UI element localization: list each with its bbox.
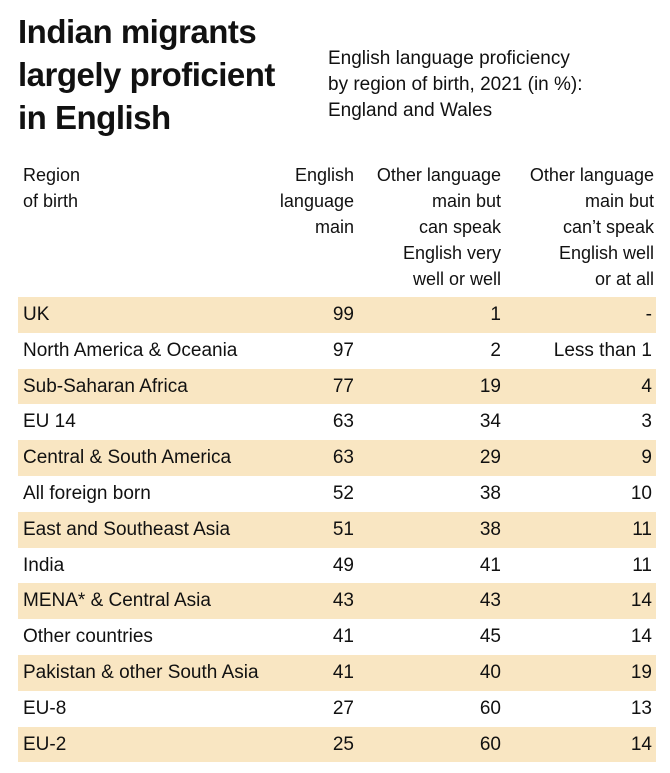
proficiency-table: Region of birth English language main Ot… (18, 162, 656, 763)
table-row: EU 14 63 34 3 (18, 404, 656, 440)
cell-english-main: 63 (332, 447, 354, 469)
cell-other-not-well: 11 (632, 554, 652, 576)
table-row: EU-2 25 60 14 (18, 726, 656, 763)
cell-english-main: 52 (332, 482, 354, 504)
cell-english-main: 25 (332, 733, 354, 755)
chart-subtitle: English language proficiency by region o… (328, 48, 583, 121)
cell-region: EU-2 (23, 733, 67, 755)
cell-other-not-well: 9 (641, 447, 652, 469)
cell-other-speak-well: 38 (479, 482, 501, 504)
table-row: East and Southeast Asia 51 38 11 (18, 511, 656, 548)
table-row: All foreign born 52 38 10 (18, 476, 656, 512)
cell-other-speak-well: 60 (479, 697, 501, 719)
header-other-speak-well: Other language main but can speak Englis… (376, 165, 501, 289)
cell-other-speak-well: 38 (479, 518, 501, 540)
cell-english-main: 77 (332, 375, 354, 397)
cell-other-speak-well: 60 (479, 733, 501, 755)
cell-other-not-well: 14 (630, 590, 652, 612)
cell-english-main: 51 (332, 518, 354, 540)
cell-region: Central & South America (23, 447, 232, 469)
cell-other-speak-well: 41 (479, 554, 501, 576)
cell-other-speak-well: 40 (479, 661, 501, 683)
cell-region: North America & Oceania (23, 339, 238, 361)
cell-english-main: 99 (332, 304, 354, 325)
cell-other-not-well: 14 (630, 733, 652, 755)
cell-other-not-well: Less than 1 (553, 339, 652, 361)
cell-other-not-well: 13 (630, 697, 652, 719)
cell-other-speak-well: 2 (490, 339, 501, 361)
cell-english-main: 49 (332, 554, 354, 576)
cell-english-main: 41 (332, 626, 354, 648)
cell-other-not-well: 10 (630, 482, 652, 504)
table-row: MENA* & Central Asia 43 43 14 (18, 583, 656, 620)
cell-other-speak-well: 43 (479, 590, 501, 612)
table-row: EU-8 27 60 13 (18, 691, 656, 727)
cell-other-speak-well: 1 (490, 304, 501, 325)
cell-region: UK (23, 304, 50, 325)
cell-other-not-well: 4 (641, 375, 652, 397)
cell-other-not-well: 3 (641, 411, 652, 433)
cell-region: Other countries (23, 626, 153, 648)
cell-english-main: 97 (332, 339, 354, 361)
cell-region: EU 14 (23, 411, 76, 433)
cell-other-not-well: 11 (632, 518, 652, 540)
cell-region: Pakistan & other South Asia (23, 661, 259, 683)
cell-region: Sub-Saharan Africa (23, 375, 188, 397)
cell-region: All foreign born (23, 482, 151, 504)
cell-english-main: 63 (332, 411, 354, 433)
table-row: Central & South America 63 29 9 (18, 440, 656, 476)
cell-other-speak-well: 19 (479, 375, 501, 397)
cell-region: East and Southeast Asia (23, 518, 231, 540)
table-row: UK 99 1 - (18, 297, 656, 333)
cell-region: MENA* & Central Asia (23, 590, 211, 612)
header-region: Region of birth (23, 165, 81, 211)
cell-other-speak-well: 34 (479, 411, 501, 433)
cell-english-main: 41 (332, 661, 354, 683)
cell-other-not-well: 19 (630, 661, 652, 683)
cell-english-main: 27 (332, 697, 354, 719)
cell-other-speak-well: 45 (479, 626, 501, 648)
table-header: Region of birth English language main Ot… (18, 162, 656, 297)
cell-english-main: 43 (332, 590, 354, 612)
cell-other-not-well: 14 (630, 626, 652, 648)
table-row: Sub-Saharan Africa 77 19 4 (18, 368, 656, 405)
cell-other-speak-well: 29 (479, 447, 501, 469)
table-row: Pakistan & other South Asia 41 40 19 (18, 654, 656, 691)
header-other-not-well: Other language main but can’t speak Engl… (529, 165, 654, 289)
cell-region: EU-8 (23, 697, 67, 719)
cell-region: India (23, 554, 65, 576)
table-body: UK 99 1 - North America & Oceania 97 2 Less tha… (18, 297, 656, 763)
table-row: Other countries 41 45 14 (18, 619, 656, 655)
table-row: North America & Oceania 97 2 Less than 1 (18, 333, 656, 369)
table-row: India 49 41 11 (18, 548, 656, 584)
headline: Indian migrants largely proficient in En… (18, 13, 275, 136)
cell-other-not-well: - (645, 304, 652, 325)
header-english-main: English language main (279, 165, 354, 237)
